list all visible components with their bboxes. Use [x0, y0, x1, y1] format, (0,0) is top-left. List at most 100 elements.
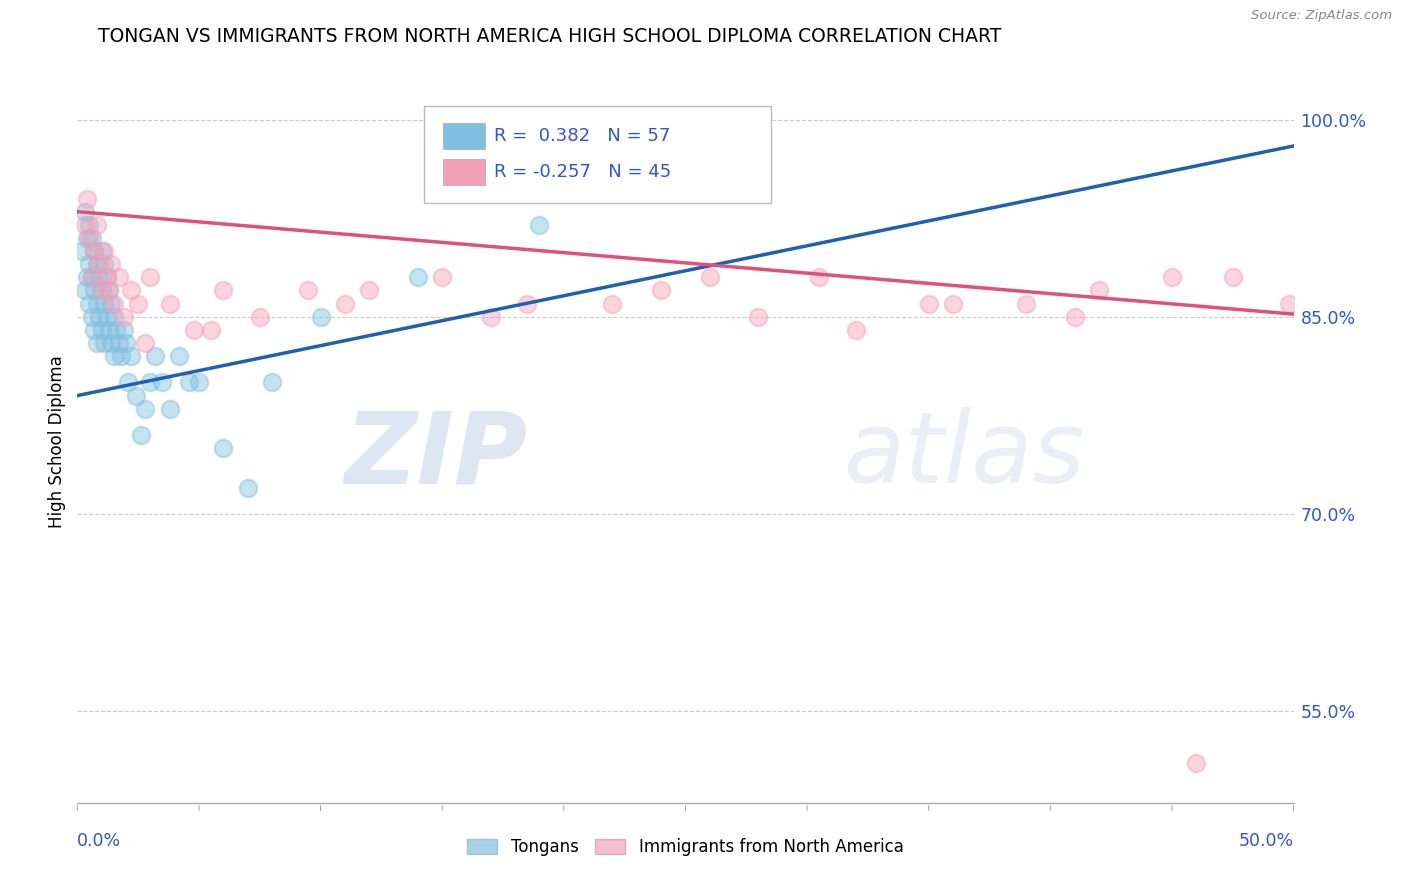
Y-axis label: High School Diploma: High School Diploma [48, 355, 66, 528]
Point [479, 310, 502, 324]
Point [96, 310, 118, 324]
Point [83, 244, 105, 258]
Point [79, 257, 101, 271]
Point [699, 270, 721, 285]
Point [143, 349, 166, 363]
Text: R = -0.257   N = 45: R = -0.257 N = 45 [495, 163, 672, 181]
Point [90, 244, 112, 258]
Point [103, 310, 125, 324]
Point [120, 284, 142, 298]
Point [83, 244, 105, 258]
Point [1063, 310, 1085, 324]
Text: Source: ZipAtlas.com: Source: ZipAtlas.com [1251, 9, 1392, 22]
Point [73, 204, 96, 219]
Point [103, 349, 125, 363]
Point [125, 388, 148, 402]
Point [1222, 270, 1244, 285]
Point [260, 376, 283, 390]
Point [80, 270, 103, 285]
Point [179, 376, 201, 390]
Point [1088, 284, 1111, 298]
Point [236, 481, 259, 495]
Point [97, 284, 120, 298]
Point [79, 218, 101, 232]
FancyBboxPatch shape [443, 123, 485, 149]
Point [80, 231, 103, 245]
Point [83, 284, 105, 298]
Point [80, 270, 103, 285]
Point [89, 270, 111, 285]
Point [105, 323, 128, 337]
Point [723, 165, 745, 179]
Point [430, 270, 453, 285]
Point [516, 296, 538, 310]
Point [152, 376, 174, 390]
Point [107, 336, 129, 351]
Point [129, 428, 152, 442]
Point [333, 296, 356, 310]
Point [845, 323, 868, 337]
Text: 0.0%: 0.0% [77, 831, 121, 850]
Point [134, 401, 156, 416]
Point [79, 231, 101, 245]
Point [96, 270, 118, 285]
Point [90, 323, 112, 337]
Point [100, 336, 122, 351]
Point [120, 349, 142, 363]
Point [200, 323, 222, 337]
Point [90, 284, 112, 298]
Point [112, 323, 135, 337]
Point [76, 231, 98, 245]
Point [100, 257, 122, 271]
Point [79, 296, 101, 310]
Point [212, 284, 235, 298]
Point [117, 376, 139, 390]
Point [76, 192, 98, 206]
Point [73, 284, 96, 298]
Point [100, 296, 122, 310]
Point [1161, 270, 1184, 285]
Point [139, 376, 162, 390]
Point [93, 296, 115, 310]
Point [80, 310, 103, 324]
Point [96, 270, 118, 285]
Point [159, 296, 181, 310]
Point [183, 323, 205, 337]
Point [134, 336, 156, 351]
Point [86, 218, 108, 232]
Point [86, 296, 108, 310]
Point [169, 349, 191, 363]
Point [359, 284, 381, 298]
Point [83, 323, 105, 337]
Point [808, 270, 831, 285]
Point [89, 310, 111, 324]
Point [297, 284, 319, 298]
Point [249, 310, 271, 324]
Point [97, 284, 120, 298]
Point [90, 284, 112, 298]
Point [93, 244, 115, 258]
Point [73, 218, 96, 232]
Point [406, 270, 429, 285]
FancyBboxPatch shape [443, 159, 485, 185]
Point [86, 257, 108, 271]
Point [103, 296, 125, 310]
Point [1015, 296, 1038, 310]
Point [1185, 756, 1208, 771]
Point [115, 336, 138, 351]
Point [309, 310, 332, 324]
Point [86, 336, 108, 351]
Legend: Tongans, Immigrants from North America: Tongans, Immigrants from North America [461, 831, 910, 863]
Point [107, 270, 129, 285]
Point [70, 244, 93, 258]
Point [602, 296, 624, 310]
Point [139, 270, 162, 285]
Text: 50.0%: 50.0% [1239, 831, 1294, 850]
Point [650, 284, 672, 298]
Point [529, 218, 551, 232]
Text: R =  0.382   N = 57: R = 0.382 N = 57 [495, 127, 671, 145]
Point [112, 310, 135, 324]
Point [93, 336, 115, 351]
Text: TONGAN VS IMMIGRANTS FROM NORTH AMERICA HIGH SCHOOL DIPLOMA CORRELATION CHART: TONGAN VS IMMIGRANTS FROM NORTH AMERICA … [98, 27, 1002, 45]
Point [188, 376, 211, 390]
